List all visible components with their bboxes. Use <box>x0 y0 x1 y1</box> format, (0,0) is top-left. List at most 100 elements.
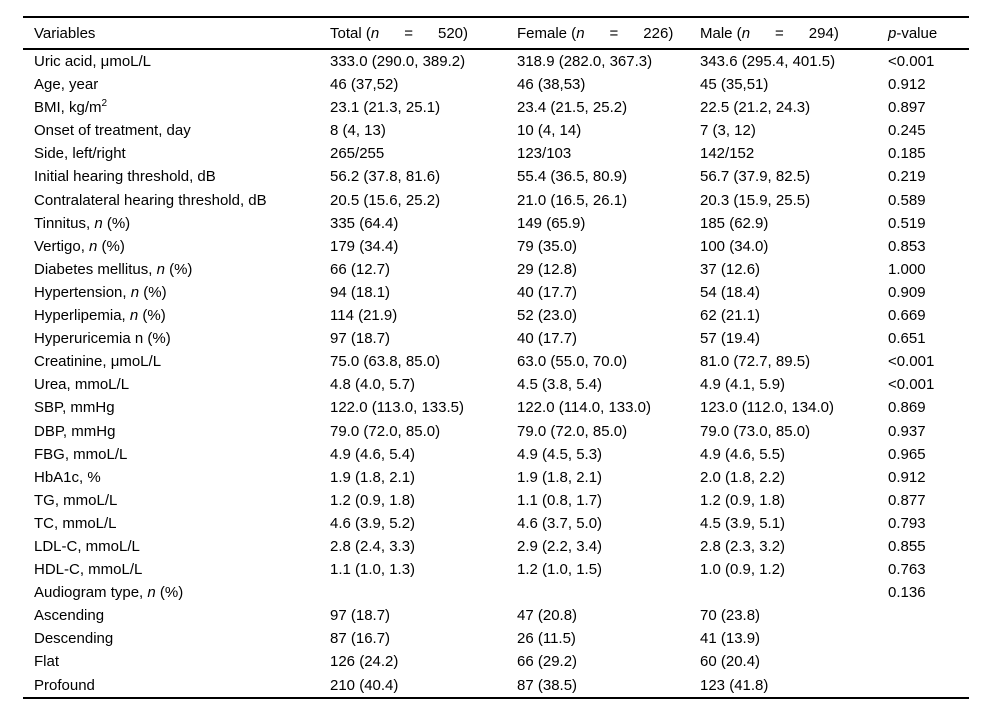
variable-label: Creatinine, μmoL/L <box>34 353 162 371</box>
variable-label-italic-n: n <box>130 283 140 301</box>
header-n-italic: n <box>370 24 380 42</box>
variable-label: HDL-C, mmoL/L <box>34 561 143 579</box>
cell-variable: DBP, mmHg <box>23 420 330 443</box>
variable-label-italic-n: n <box>156 260 165 278</box>
cell-pvalue: 0.136 <box>888 584 926 602</box>
table-row: TG, mmoL/L 1.2 (0.9, 1.8) 1.1 (0.8, 1.7) 1.… <box>23 489 969 512</box>
cell-male: 2.0 (1.8, 2.2) <box>700 468 786 486</box>
cell-male: 57 (19.4) <box>700 330 761 348</box>
header-p-italic: p <box>888 24 897 42</box>
cell-total: 94 (18.1) <box>330 283 391 301</box>
cell-pvalue: 0.185 <box>888 145 926 163</box>
cell-total: 66 (12.7) <box>330 260 391 278</box>
table-row: Diabetes mellitus, n (%) 66 (12.7) 29 (12.… <box>23 258 969 281</box>
col-header-pvalue: p-value <box>888 25 969 42</box>
cell-male: 123 (41.8) <box>700 676 769 694</box>
cell-male: 79.0 (73.0, 85.0) <box>700 422 811 440</box>
cell-pvalue: 1.000 <box>888 260 926 278</box>
cell-total: 4.9 (4.6, 5.4) <box>330 445 416 463</box>
variable-label-italic-n: n <box>89 237 98 255</box>
cell-female: 23.4 (21.5, 25.2) <box>517 99 628 117</box>
cell-pvalue: 0.245 <box>888 122 926 140</box>
cell-variable: Creatinine, μmoL/L <box>23 350 330 373</box>
cell-total: 1.9 (1.8, 2.1) <box>330 468 416 486</box>
table-row: Urea, mmoL/L 4.8 (4.0, 5.7) 4.5 (3.8, 5.4)… <box>23 373 969 396</box>
header-text: Total ( <box>330 24 371 42</box>
cell-total: 75.0 (63.8, 85.0) <box>330 353 441 371</box>
cell-female: 79.0 (72.0, 85.0) <box>517 422 628 440</box>
variable-label: Urea, mmoL/L <box>34 376 130 394</box>
cell-female: 26 (11.5) <box>517 630 576 648</box>
cell-pvalue: 0.651 <box>888 330 926 348</box>
cell-pvalue: 0.855 <box>888 537 926 555</box>
cell-total: 4.8 (4.0, 5.7) <box>330 376 416 394</box>
table-body: Uric acid, μmoL/L 333.0 (290.0, 389.2) 318… <box>23 50 969 697</box>
variable-label: Hyperlipemia, <box>34 307 130 325</box>
cell-female: 318.9 (282.0, 367.3) <box>517 53 653 70</box>
cell-total: 97 (18.7) <box>330 607 391 625</box>
cell-total: 20.5 (15.6, 25.2) <box>330 191 441 209</box>
cell-total: 126 (24.2) <box>330 653 399 671</box>
cell-variable: Hyperuricemia n (%) <box>23 327 330 350</box>
cell-total: 1.2 (0.9, 1.8) <box>330 491 416 509</box>
variable-label: Profound <box>34 676 95 694</box>
table-row: Side, left/right 265/255 123/103 142/152 0.1… <box>23 142 969 165</box>
cell-variable: Initial hearing threshold, dB <box>23 165 330 188</box>
cell-male: 54 (18.4) <box>700 283 761 301</box>
cell-male: 100 (34.0) <box>700 237 769 255</box>
variable-label: LDL-C, mmoL/L <box>34 537 140 555</box>
cell-male: 56.7 (37.9, 82.5) <box>700 168 811 186</box>
cell-variable: Flat <box>23 650 330 673</box>
variable-label: Hyperuricemia n (%) <box>34 330 171 348</box>
table-row: FBG, mmoL/L 4.9 (4.6, 5.4) 4.9 (4.5, 5.3) 4… <box>23 443 969 466</box>
cell-male: 1.2 (0.9, 1.8) <box>700 491 786 509</box>
cell-pvalue <box>888 604 969 627</box>
cell-female: 29 (12.8) <box>517 260 578 278</box>
cell-variable: TG, mmoL/L <box>23 489 330 512</box>
variable-label: Onset of treatment, day <box>34 122 191 140</box>
cell-female: 79 (35.0) <box>517 237 578 255</box>
cell-total: 335 (64.4) <box>330 214 399 232</box>
col-header-female: Female (n = 226) <box>517 25 700 42</box>
cell-pvalue: 0.965 <box>888 445 926 463</box>
cell-pvalue <box>888 674 969 697</box>
table-row: Profound 210 (40.4) 87 (38.5) 123 (41.8) <box>23 674 969 697</box>
cell-variable: Tinnitus, n (%) <box>23 212 330 235</box>
cell-total: 56.2 (37.8, 81.6) <box>330 168 441 186</box>
cell-pvalue <box>888 650 969 673</box>
cell-female: 4.5 (3.8, 5.4) <box>517 376 603 394</box>
cell-variable: LDL-C, mmoL/L <box>23 535 330 558</box>
table-row: HDL-C, mmoL/L 1.1 (1.0, 1.3) 1.2 (1.0, 1.5… <box>23 558 969 581</box>
variable-label: FBG, mmoL/L <box>34 445 128 463</box>
cell-total: 179 (34.4) <box>330 237 399 255</box>
col-header-male: Male (n = 294) <box>700 25 888 42</box>
cell-total: 23.1 (21.3, 25.1) <box>330 99 441 117</box>
cell-male: 60 (20.4) <box>700 653 761 671</box>
cell-male: 41 (13.9) <box>700 630 761 648</box>
table-header-row: Variables Total (n = 520) Female (n = 22… <box>23 18 969 50</box>
variable-label: Flat <box>34 653 60 671</box>
cell-female: 52 (23.0) <box>517 307 578 325</box>
cell-variable: FBG, mmoL/L <box>23 443 330 466</box>
cell-total: 46 (37,52) <box>330 76 399 94</box>
cell-total <box>330 581 517 604</box>
cell-variable: Uric acid, μmoL/L <box>23 50 330 73</box>
variable-label: Ascending <box>34 607 105 625</box>
cell-male: 1.0 (0.9, 1.2) <box>700 561 786 579</box>
cell-female: 4.6 (3.7, 5.0) <box>517 514 603 532</box>
cell-variable: BMI, kg/m2 <box>23 96 330 119</box>
cell-total: 1.1 (1.0, 1.3) <box>330 561 416 579</box>
cell-female: 55.4 (36.5, 80.9) <box>517 168 628 186</box>
cell-total: 333.0 (290.0, 389.2) <box>330 53 466 70</box>
table-row: BMI, kg/m2 23.1 (21.3, 25.1) 23.4 (21.5, 2… <box>23 96 969 119</box>
cell-male: 142/152 <box>700 145 755 163</box>
variable-label: Uric acid, μmoL/L <box>34 53 152 70</box>
cell-variable: Contralateral hearing threshold, dB <box>23 189 330 212</box>
header-text: = 226) <box>584 24 674 42</box>
table-row: Age, year 46 (37,52) 46 (38,53) 45 (35,51) 0… <box>23 73 969 96</box>
table-row: Hyperuricemia n (%) 97 (18.7) 40 (17.7) 57 … <box>23 327 969 350</box>
table-row: Descending 87 (16.7) 26 (11.5) 41 (13.9) <box>23 627 969 650</box>
cell-male: 22.5 (21.2, 24.3) <box>700 99 811 117</box>
cell-variable: Hypertension, n (%) <box>23 281 330 304</box>
cell-pvalue: 0.219 <box>888 168 926 186</box>
